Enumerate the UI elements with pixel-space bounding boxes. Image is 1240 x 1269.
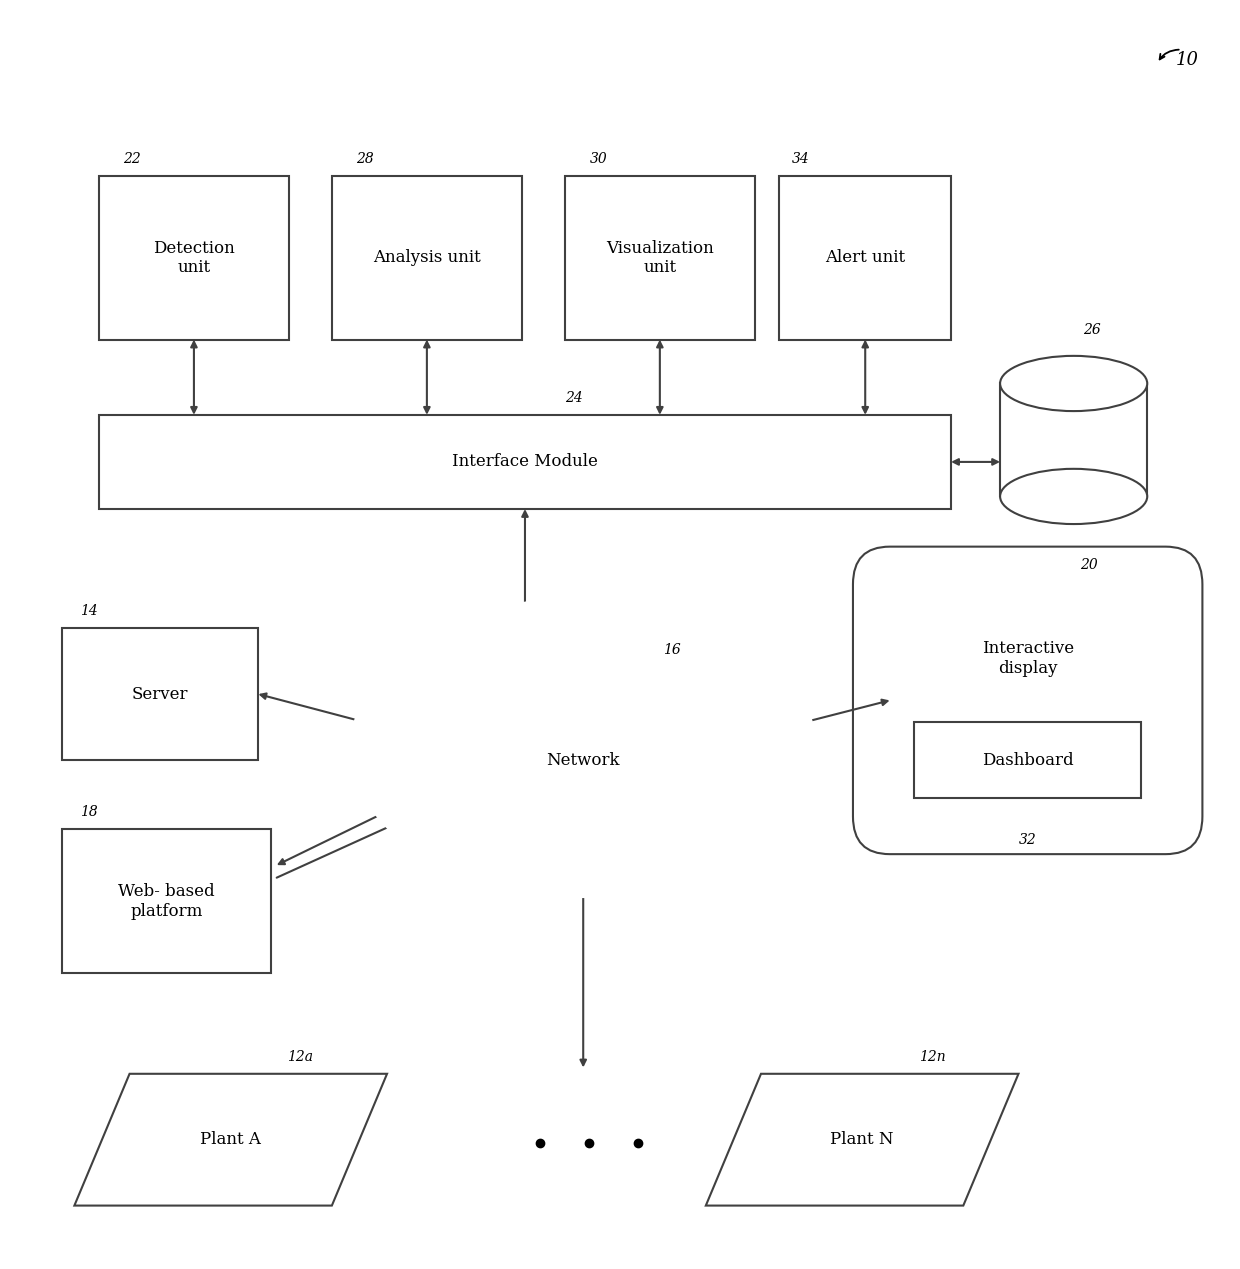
Ellipse shape	[516, 679, 699, 829]
Ellipse shape	[458, 756, 562, 851]
Ellipse shape	[516, 628, 651, 766]
FancyBboxPatch shape	[853, 547, 1203, 854]
Bar	[332, 176, 522, 340]
Text: 16: 16	[663, 643, 681, 657]
Text: Server: Server	[131, 685, 188, 703]
Text: 22: 22	[124, 152, 141, 166]
Ellipse shape	[537, 777, 630, 857]
Text: 34: 34	[791, 152, 810, 166]
Text: 30: 30	[589, 152, 608, 166]
Ellipse shape	[1001, 468, 1147, 524]
Bar	[99, 176, 289, 340]
Ellipse shape	[420, 712, 513, 807]
Ellipse shape	[595, 666, 706, 779]
Text: 28: 28	[356, 152, 374, 166]
Text: Detection
unit: Detection unit	[153, 240, 234, 277]
Text: Analysis unit: Analysis unit	[373, 250, 481, 266]
Ellipse shape	[466, 679, 651, 829]
Bar	[780, 176, 951, 340]
Ellipse shape	[653, 712, 746, 807]
Text: Visualization
unit: Visualization unit	[606, 240, 714, 277]
Text: 20: 20	[1080, 558, 1097, 572]
Text: 24: 24	[565, 391, 583, 405]
Ellipse shape	[605, 756, 708, 851]
Text: Dashboard: Dashboard	[982, 751, 1074, 769]
Text: Alert unit: Alert unit	[825, 250, 905, 266]
Bar	[914, 722, 1141, 798]
Polygon shape	[706, 1074, 1018, 1206]
Text: Plant N: Plant N	[831, 1131, 894, 1148]
Bar	[62, 829, 270, 973]
Text: Interactive
display: Interactive display	[982, 641, 1074, 676]
Text: 12n: 12n	[919, 1049, 945, 1063]
Bar	[1001, 383, 1147, 496]
Text: 14: 14	[81, 604, 98, 618]
Ellipse shape	[460, 666, 570, 779]
Bar	[565, 176, 755, 340]
Ellipse shape	[350, 596, 816, 898]
Text: 10: 10	[1176, 51, 1198, 69]
Text: 32: 32	[1019, 832, 1037, 846]
Bar	[62, 628, 258, 760]
Text: Network: Network	[547, 751, 620, 769]
Ellipse shape	[1001, 355, 1147, 411]
Text: Interface Module: Interface Module	[453, 453, 598, 471]
Text: 18: 18	[81, 805, 98, 819]
Bar	[99, 415, 951, 509]
Text: 26: 26	[1084, 324, 1101, 338]
Text: Web- based
platform: Web- based platform	[118, 883, 215, 920]
Text: 12a: 12a	[288, 1049, 314, 1063]
Polygon shape	[74, 1074, 387, 1206]
Text: Plant A: Plant A	[201, 1131, 262, 1148]
